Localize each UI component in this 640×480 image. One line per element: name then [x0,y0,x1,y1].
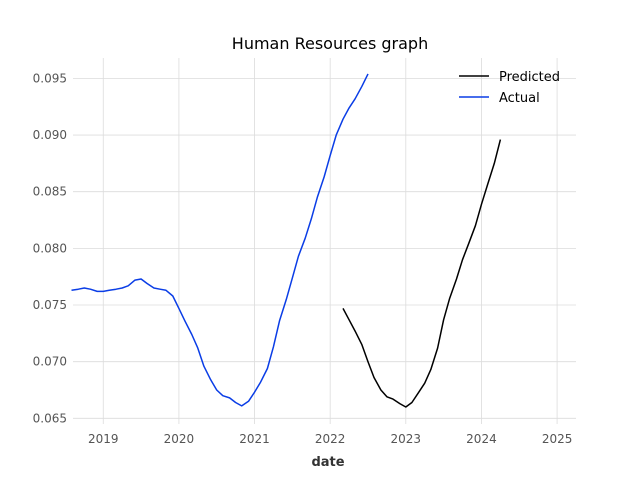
x-tick-label: 2019 [88,432,119,446]
x-tick-label: 2024 [466,432,497,446]
series-line-actual [71,73,369,407]
y-tick-label: 0.080 [33,241,67,255]
x-axis-label: date [311,455,344,470]
plot-area [71,73,502,408]
chart-title: Human Resources graph [232,34,428,53]
x-tick-label: 2022 [315,432,346,446]
legend-label-predicted: Predicted [499,70,560,85]
y-tick-label: 0.075 [33,298,67,312]
x-axis-ticks: 2019 2020 2021 2022 2023 2024 2025 [88,432,572,446]
grid [73,58,576,424]
y-tick-label: 0.065 [33,411,67,425]
y-tick-label: 0.095 [33,71,67,85]
x-tick-label: 2025 [542,432,573,446]
x-tick-label: 2020 [164,432,195,446]
series-line-predicted [342,139,502,408]
y-tick-label: 0.070 [33,355,67,369]
x-tick-label: 2023 [391,432,422,446]
legend: Predicted Actual [459,70,560,106]
y-axis-ticks: 0.065 0.070 0.075 0.080 0.085 0.090 0.095 [33,71,67,425]
y-tick-label: 0.090 [33,128,67,142]
legend-label-actual: Actual [499,91,540,106]
y-tick-label: 0.085 [33,185,67,199]
x-tick-label: 2021 [239,432,270,446]
